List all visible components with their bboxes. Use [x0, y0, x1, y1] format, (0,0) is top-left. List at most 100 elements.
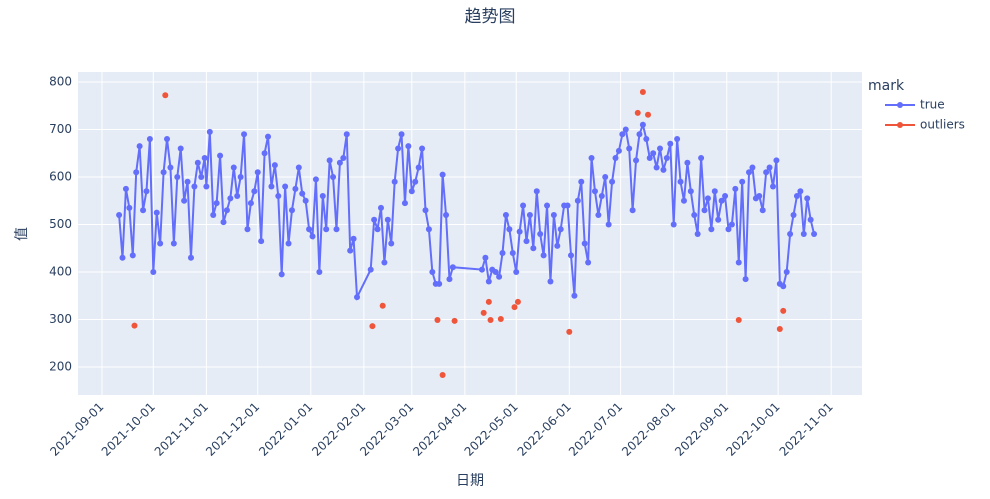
- data-point: [496, 273, 503, 280]
- data-point: [520, 202, 527, 209]
- data-point: [533, 188, 540, 195]
- data-point: [388, 240, 395, 247]
- data-point: [223, 207, 230, 214]
- legend-label: true: [920, 98, 945, 112]
- data-point: [718, 197, 725, 204]
- data-point: [725, 226, 732, 233]
- data-point: [670, 221, 677, 228]
- data-point: [591, 188, 598, 195]
- data-point: [436, 280, 443, 287]
- data-point: [677, 178, 684, 185]
- data-point: [384, 216, 391, 223]
- data-point: [347, 247, 354, 254]
- data-point: [602, 173, 609, 180]
- data-point: [667, 140, 674, 147]
- data-point: [482, 254, 489, 261]
- data-point: [567, 252, 574, 259]
- data-point: [807, 216, 814, 223]
- y-tick-label: 700: [49, 122, 72, 136]
- data-point: [443, 211, 450, 218]
- y-tick-label: 600: [49, 169, 72, 183]
- data-point: [526, 211, 533, 218]
- data-point: [157, 240, 164, 247]
- data-point: [129, 252, 136, 259]
- data-point: [184, 178, 191, 185]
- data-point: [773, 157, 780, 164]
- data-point: [598, 192, 605, 199]
- data-point: [769, 183, 776, 190]
- data-point: [511, 304, 518, 311]
- data-point: [554, 242, 561, 249]
- data-point: [170, 240, 177, 247]
- data-point: [680, 197, 687, 204]
- data-point: [780, 283, 787, 290]
- data-point: [557, 226, 564, 233]
- data-point: [566, 328, 573, 335]
- data-point: [547, 278, 554, 285]
- data-point: [258, 238, 265, 245]
- data-point: [247, 200, 254, 207]
- data-point: [626, 145, 633, 152]
- data-point: [333, 226, 340, 233]
- data-point: [265, 133, 272, 140]
- data-point: [220, 219, 227, 226]
- data-point: [735, 316, 742, 323]
- data-point: [398, 131, 405, 138]
- legend-label: outliers: [920, 118, 965, 132]
- data-point: [492, 268, 499, 275]
- legend-marker: [897, 102, 903, 108]
- data-point: [742, 276, 749, 283]
- data-point: [422, 207, 429, 214]
- data-point: [395, 145, 402, 152]
- data-point: [181, 197, 188, 204]
- data-point: [295, 164, 302, 171]
- data-point: [609, 178, 616, 185]
- data-point: [401, 200, 408, 207]
- data-point: [787, 230, 794, 237]
- data-point: [153, 209, 160, 216]
- data-point: [191, 183, 198, 190]
- data-point: [234, 192, 241, 199]
- data-point: [143, 188, 150, 195]
- data-point: [415, 164, 422, 171]
- data-point: [499, 249, 506, 256]
- data-point: [126, 204, 133, 211]
- data-point: [804, 195, 811, 202]
- data-point: [419, 145, 426, 152]
- data-point: [660, 166, 667, 173]
- data-point: [663, 154, 670, 161]
- data-point: [292, 185, 299, 192]
- data-point: [629, 207, 636, 214]
- data-point: [497, 316, 504, 322]
- x-axis-label: 日期: [456, 473, 484, 489]
- data-point: [776, 325, 783, 332]
- data-point: [800, 230, 807, 237]
- data-point: [639, 121, 646, 128]
- data-point: [405, 143, 412, 150]
- data-point: [302, 197, 309, 204]
- data-point: [116, 211, 123, 218]
- data-point: [177, 145, 184, 152]
- data-point: [429, 268, 436, 275]
- data-point: [227, 195, 234, 202]
- data-point: [634, 109, 641, 116]
- legend-marker: [897, 122, 903, 128]
- y-tick-label: 400: [49, 264, 72, 278]
- data-point: [694, 230, 701, 237]
- data-point: [326, 157, 333, 164]
- data-point: [122, 185, 129, 192]
- data-point: [728, 221, 735, 228]
- data-point: [797, 188, 804, 195]
- data-point: [160, 169, 167, 176]
- data-point: [749, 164, 756, 171]
- data-point: [585, 259, 592, 266]
- data-point: [645, 111, 652, 118]
- data-point: [646, 154, 653, 161]
- data-point: [241, 131, 248, 138]
- data-point: [174, 173, 181, 180]
- data-point: [622, 126, 629, 133]
- data-point: [715, 216, 722, 223]
- data-point: [537, 230, 544, 237]
- data-point: [735, 259, 742, 266]
